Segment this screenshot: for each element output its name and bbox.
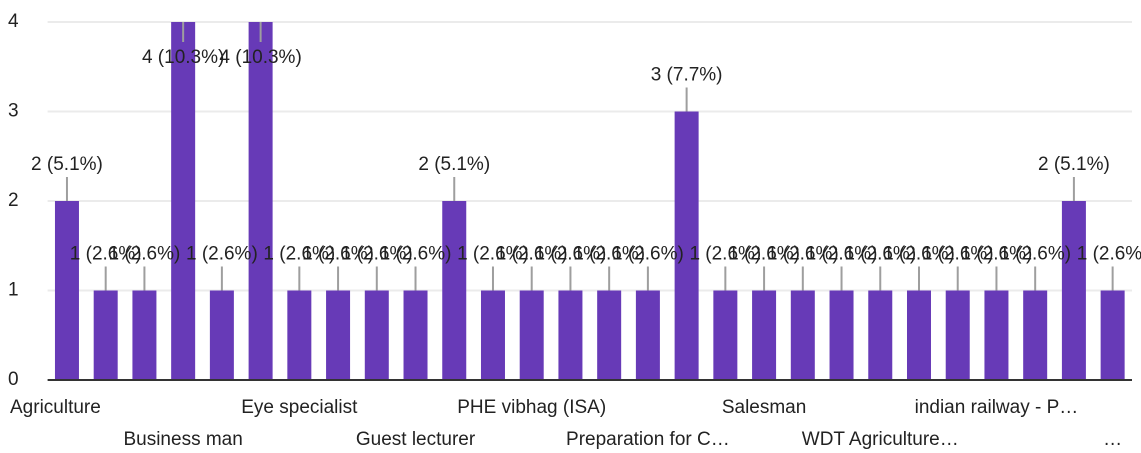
- data-label: 1 (2.6%): [1077, 244, 1141, 265]
- x-tick-label: Guest lecturer: [356, 429, 476, 450]
- data-label: 2 (5.1%): [31, 154, 103, 175]
- data-label: 1 (2.6%): [341, 244, 413, 265]
- data-label: 1 (2.6%): [573, 244, 645, 265]
- y-tick-label: 4: [8, 11, 19, 32]
- data-label: 1 (2.6%): [186, 244, 258, 265]
- data-label: 1 (2.6%): [612, 244, 684, 265]
- bar: [248, 22, 273, 380]
- bar: [906, 290, 931, 380]
- y-tick-label: 2: [8, 190, 19, 211]
- data-label: 1 (2.6%): [922, 244, 994, 265]
- data-label: 1 (2.6%): [70, 244, 142, 265]
- data-labels: 2 (5.1%)1 (2.6%)1 (2.6%)4 (10.3%)1 (2.6%…: [31, 22, 1141, 291]
- bar: [54, 201, 79, 380]
- bar: [1023, 290, 1048, 380]
- data-label: 1 (2.6%): [109, 244, 181, 265]
- x-tick-label: …: [1103, 429, 1122, 450]
- data-label: 4 (10.3%): [142, 47, 224, 68]
- bar: [674, 111, 699, 380]
- bar: [287, 290, 312, 380]
- bar: [1061, 201, 1086, 380]
- bar: [868, 290, 893, 380]
- data-label: 1 (2.6%): [263, 244, 335, 265]
- y-tick-label: 1: [8, 280, 19, 301]
- x-tick-label: PHE vibhag (ISA): [457, 397, 606, 418]
- bar: [752, 290, 777, 380]
- data-label: 1 (2.6%): [883, 244, 955, 265]
- x-tick-label: indian railway - P…: [915, 397, 1079, 418]
- bars: [54, 22, 1125, 380]
- bar: [480, 290, 505, 380]
- bar: [1100, 290, 1125, 380]
- data-label: 3 (7.7%): [651, 65, 723, 86]
- data-label: 1 (2.6%): [844, 244, 916, 265]
- bar: [132, 290, 157, 380]
- bar: [364, 290, 389, 380]
- x-tick-label: Agriculture: [10, 397, 101, 418]
- bar: [93, 290, 118, 380]
- data-label: 2 (5.1%): [418, 154, 490, 175]
- bar: [209, 290, 234, 380]
- bar: [442, 201, 467, 380]
- data-label: 4 (10.3%): [219, 47, 301, 68]
- data-label: 2 (5.1%): [1038, 154, 1110, 175]
- bar: [326, 290, 351, 380]
- bar: [597, 290, 622, 380]
- bar: [558, 290, 583, 380]
- x-tick-label: Eye specialist: [241, 397, 358, 418]
- x-tick-label: Preparation for C…: [566, 429, 730, 450]
- data-label: 1 (2.6%): [689, 244, 761, 265]
- data-label: 1 (2.6%): [380, 244, 452, 265]
- data-label: 1 (2.6%): [767, 244, 839, 265]
- data-label: 1 (2.6%): [806, 244, 878, 265]
- bar: [635, 290, 660, 380]
- data-label: 1 (2.6%): [496, 244, 568, 265]
- x-tick-label: Salesman: [722, 397, 807, 418]
- bar: [171, 22, 196, 380]
- bar: [713, 290, 738, 380]
- bar: [945, 290, 970, 380]
- x-tick-label: WDT Agriculture…: [802, 429, 959, 450]
- bar: [984, 290, 1009, 380]
- bar: [790, 290, 815, 380]
- data-label: 1 (2.6%): [535, 244, 607, 265]
- bar: [519, 290, 544, 380]
- data-label: 1 (2.6%): [728, 244, 800, 265]
- y-tick-label: 3: [8, 101, 19, 122]
- x-tick-label: Business man: [123, 429, 242, 450]
- bar: [829, 290, 854, 380]
- y-tick-label: 0: [8, 369, 19, 390]
- data-label: 1 (2.6%): [302, 244, 374, 265]
- data-label: 1 (2.6%): [999, 244, 1071, 265]
- bar: [403, 290, 428, 380]
- data-label: 1 (2.6%): [961, 244, 1033, 265]
- data-label: 1 (2.6%): [457, 244, 529, 265]
